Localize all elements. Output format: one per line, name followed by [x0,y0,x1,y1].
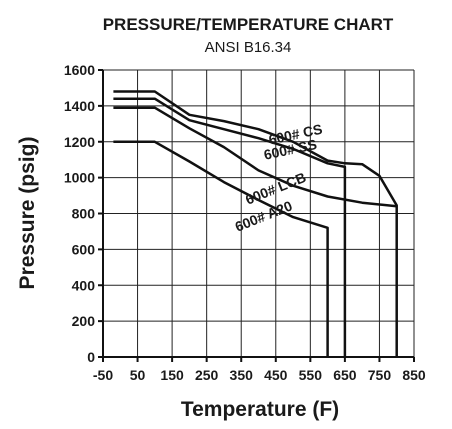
x-tick-labels: -50 50 150 250 350 450 550 650 750 850 [93,367,426,383]
x-tick-label: 150 [160,367,184,383]
y-tick-label: 800 [72,206,96,222]
x-tick-label: 850 [402,367,426,383]
x-tick-label: 450 [264,367,288,383]
x-tick-label: 550 [299,367,323,383]
axes [98,69,415,362]
x-tick-label: 250 [195,367,219,383]
x-tick-label: -50 [93,367,113,383]
series-lines [113,90,398,357]
x-tick-label: 50 [130,367,146,383]
series-line-3 [113,106,397,208]
series-line-1 [113,90,398,357]
series-line-2 [113,97,347,357]
chart-title: PRESSURE/TEMPERATURE CHART [103,15,394,34]
y-tick-label: 0 [87,349,95,365]
y-tick-label: 1600 [64,62,95,78]
y-tick-label: 400 [72,277,96,293]
x-tick-label: 650 [333,367,357,383]
y-tick-label: 1200 [64,134,95,150]
x-tick-label: 750 [368,367,392,383]
x-axis-label: Temperature (F) [181,398,339,421]
y-axis-label: Pressure (psig) [16,137,39,290]
y-tick-label: 1400 [64,98,95,114]
y-tick-label: 200 [72,313,96,329]
y-tick-label: 1000 [64,170,95,186]
x-tick-label: 350 [230,367,254,383]
series-line-4 [113,140,329,357]
y-tick-labels: 0 200 400 600 800 1000 1200 1400 1600 [64,62,95,365]
y-tick-label: 600 [72,241,96,257]
chart-subtitle: ANSI B16.34 [205,39,292,56]
